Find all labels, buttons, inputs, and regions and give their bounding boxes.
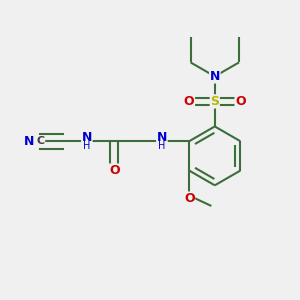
Text: C: C	[37, 136, 45, 146]
Text: O: O	[184, 95, 194, 108]
Text: N: N	[210, 70, 220, 83]
Text: N: N	[157, 131, 167, 144]
Text: O: O	[184, 192, 195, 205]
Text: N: N	[24, 135, 34, 148]
Text: H: H	[158, 142, 166, 152]
Text: O: O	[109, 164, 119, 177]
Text: N: N	[82, 131, 92, 144]
Text: H: H	[83, 142, 91, 152]
Text: S: S	[210, 95, 219, 108]
Text: O: O	[235, 95, 246, 108]
